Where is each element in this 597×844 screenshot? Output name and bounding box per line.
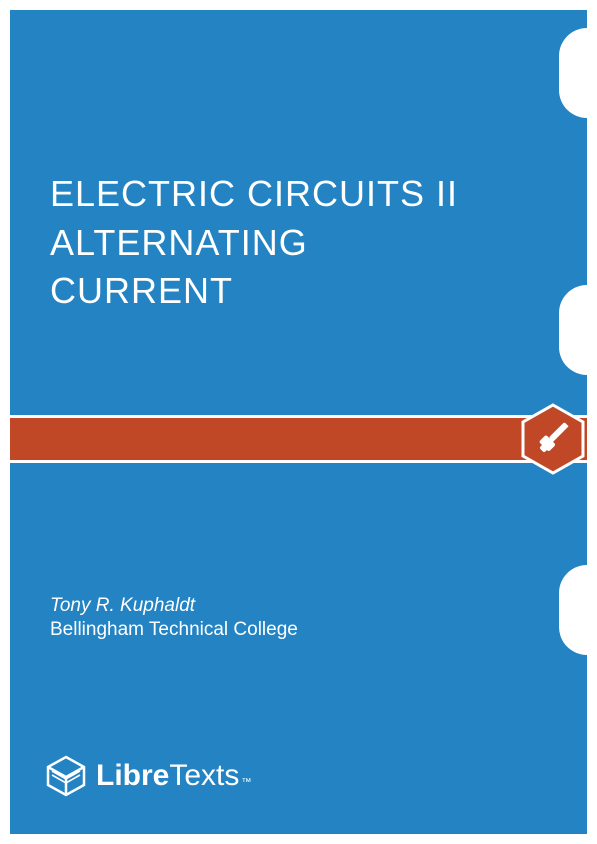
- brand-name-bold: Libre: [96, 759, 169, 793]
- title-line-2: ALTERNATING: [50, 219, 458, 268]
- book-cover: ELECTRIC CIRCUITS II ALTERNATING CURRENT…: [10, 10, 587, 834]
- author-block: Tony R. Kuphaldt Bellingham Technical Co…: [50, 595, 298, 641]
- title-block: ELECTRIC CIRCUITS II ALTERNATING CURRENT: [50, 170, 458, 316]
- title-line-3: CURRENT: [50, 267, 458, 316]
- brand-name: LibreTexts™: [96, 759, 251, 793]
- brand-logo: LibreTexts™: [44, 754, 251, 798]
- book-cube-icon: [44, 754, 88, 798]
- accent-stripe: [10, 415, 587, 463]
- tools-icon: [517, 403, 587, 475]
- author-institution: Bellingham Technical College: [50, 619, 298, 641]
- index-tab-notch: [559, 285, 587, 375]
- category-badge: [517, 403, 587, 475]
- index-tab-notch: [559, 565, 587, 655]
- trademark: ™: [241, 777, 251, 788]
- index-tab-notch: [559, 28, 587, 118]
- brand-name-light: Texts: [169, 759, 239, 793]
- author-name: Tony R. Kuphaldt: [50, 595, 298, 617]
- title-line-1: ELECTRIC CIRCUITS II: [50, 170, 458, 219]
